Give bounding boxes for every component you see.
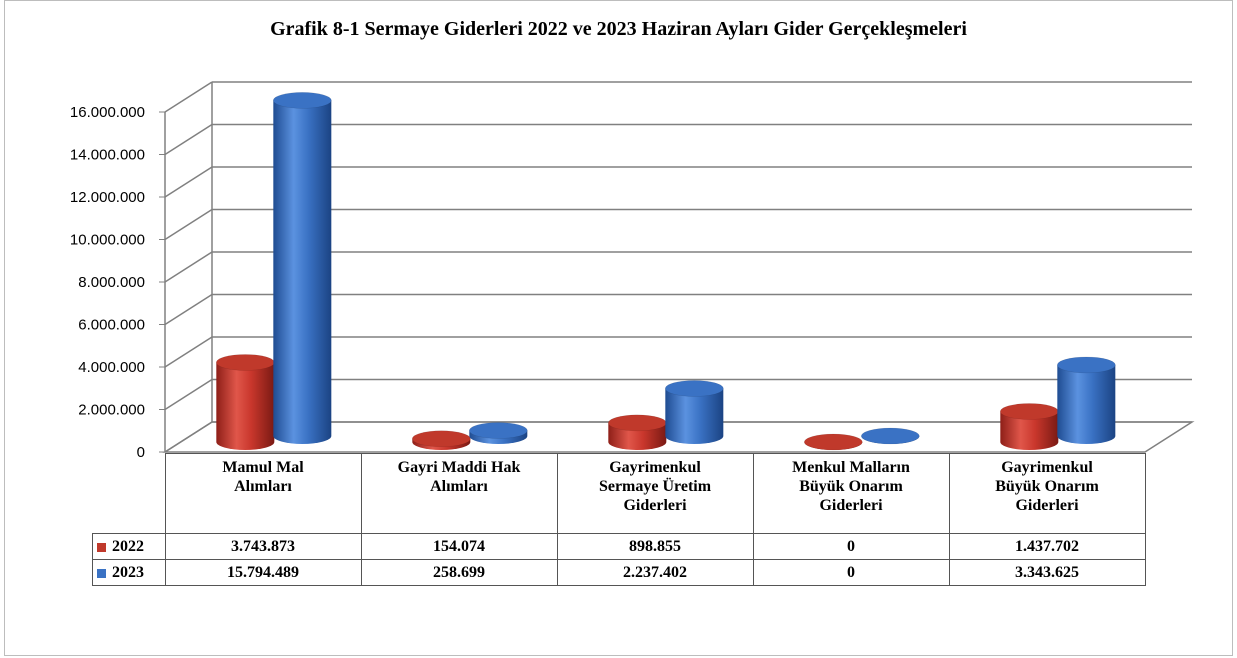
bar-2023-0	[273, 92, 332, 444]
gridline-diagonal	[164, 166, 213, 198]
bar-top	[1057, 356, 1116, 374]
category-header: Menkul Malların Büyük Onarım Giderleri	[752, 453, 950, 534]
gridline-diagonal	[164, 208, 213, 241]
y-tick-label: 4.000.000	[78, 359, 145, 376]
bar-body	[1000, 411, 1059, 450]
data-label: 898.855	[556, 533, 754, 560]
bar-top	[804, 433, 863, 451]
data-label: 154.074	[360, 533, 558, 560]
data-label: 0	[752, 533, 950, 560]
legend-label: 2022	[112, 538, 144, 555]
legend-entry: 2022	[92, 533, 166, 560]
bar-body	[665, 388, 724, 444]
data-label: 2.237.402	[556, 559, 754, 586]
table-corner	[92, 453, 166, 534]
category-label: Gayrimenkul Sermaye Üretim Giderleri	[598, 459, 712, 514]
category-header: Gayri Maddi Hak Alımları	[360, 453, 558, 534]
bar-2022-3	[804, 433, 863, 451]
bar-top	[861, 427, 920, 445]
y-tick-label: 10.000.000	[70, 232, 145, 249]
y-tick-label: 0	[137, 444, 145, 461]
y-tick-label: 2.000.000	[78, 402, 145, 419]
bar-2022-1	[412, 430, 471, 450]
gridline-diagonal	[164, 421, 213, 453]
y-tick-label: 6.000.000	[78, 317, 145, 334]
bar-top	[1000, 403, 1059, 420]
bar-body	[1057, 364, 1116, 444]
bar-body	[273, 100, 332, 444]
bar-top	[216, 354, 275, 371]
data-label: 3.343.625	[948, 559, 1146, 586]
bar-top	[412, 430, 471, 447]
legend-entry: 2023	[92, 559, 166, 586]
gridline-diagonal	[164, 251, 213, 283]
y-tick-label: 8.000.000	[78, 274, 145, 291]
data-table: Mamul Mal Alımları Gayri Maddi Hak Alımla…	[92, 453, 1146, 586]
gridline-diagonal	[164, 336, 213, 368]
table-row: 2022 3.743.873 154.074 898.855 0 1.437.702	[92, 533, 1146, 560]
legend-swatch	[97, 568, 106, 578]
bar-2023-2	[665, 380, 724, 444]
gridline-diagonal	[164, 378, 213, 411]
gridline-diagonal	[164, 293, 213, 326]
category-label: Gayri Maddi Hak Alımları	[397, 459, 521, 495]
bar-top	[608, 414, 667, 432]
bar-body	[216, 362, 275, 450]
category-label: Gayrimenkul Büyük Onarım Giderleri	[995, 459, 1099, 514]
y-tick-label: 14.000.000	[70, 147, 145, 164]
bar-2022-2	[608, 414, 667, 450]
bar-2022-0	[216, 354, 275, 450]
bar-2022-4	[1000, 403, 1059, 450]
data-label: 3.743.873	[164, 533, 362, 560]
bar-2023-1	[469, 422, 528, 444]
data-label: 1.437.702	[948, 533, 1146, 560]
data-label: 15.794.489	[164, 559, 362, 586]
gridline-diagonal	[164, 81, 213, 113]
bar-top	[665, 380, 724, 397]
table-header-row: Mamul Mal Alımları Gayri Maddi Hak Alımla…	[92, 453, 1146, 534]
table-row: 2023 15.794.489 258.699 2.237.402 0 3.343.625	[92, 559, 1146, 586]
category-header: Gayrimenkul Büyük Onarım Giderleri	[948, 453, 1146, 534]
y-tick-label: 12.000.000	[70, 189, 145, 206]
legend-swatch	[97, 542, 106, 552]
bar-2023-3	[861, 427, 920, 445]
y-tick-label: 16.000.000	[70, 104, 145, 121]
data-label: 258.699	[360, 559, 558, 586]
data-label: 0	[752, 559, 950, 586]
legend-label: 2023	[112, 564, 144, 581]
bar-top	[273, 92, 332, 109]
bar-top	[469, 422, 528, 439]
category-header: Mamul Mal Alımları	[164, 453, 362, 534]
category-label: Menkul Malların Büyük Onarım Giderleri	[792, 459, 910, 514]
chart-title: Grafik 8-1 Sermaye Giderleri 2022 ve 202…	[270, 18, 967, 40]
category-header: Gayrimenkul Sermaye Üretim Giderleri	[556, 453, 754, 534]
gridline-diagonal	[164, 123, 213, 156]
bar-2023-4	[1057, 356, 1116, 444]
category-label: Mamul Mal Alımları	[222, 459, 304, 495]
